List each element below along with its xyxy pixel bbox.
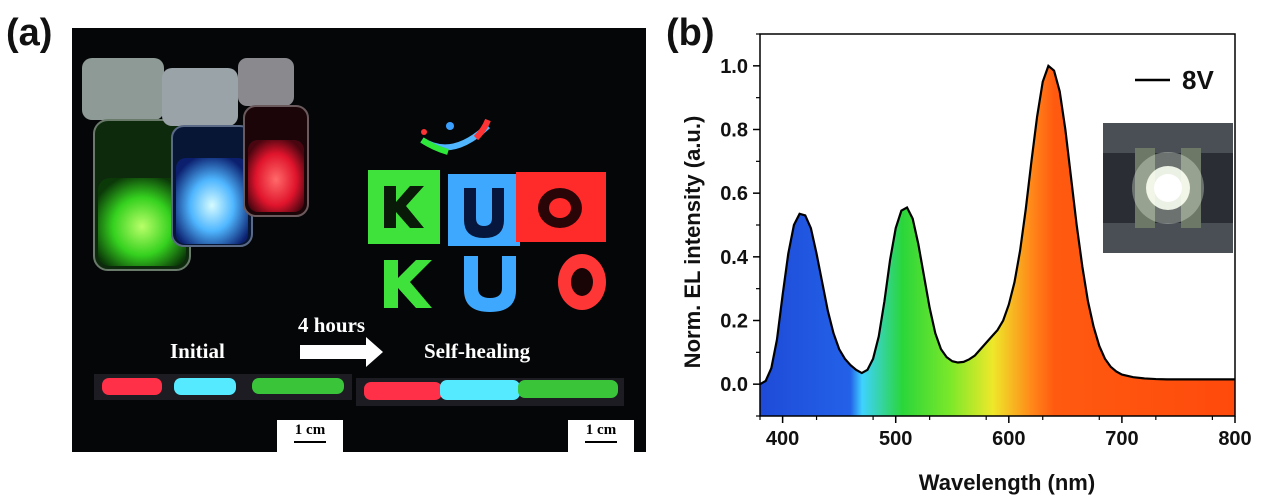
vial-red (238, 58, 309, 217)
spectrum-line (759, 63, 1235, 386)
y-axis-title: Norm. EL intensity (a.u.) (680, 116, 705, 369)
x-tick-label: 500 (879, 428, 912, 450)
panel-label-a: (a) (6, 12, 53, 54)
vial-blue (162, 68, 253, 247)
legend-label: 8V (1182, 65, 1214, 95)
x-tick-label: 800 (1218, 428, 1251, 450)
photo-illustration (82, 58, 624, 406)
arrow-icon (300, 337, 383, 367)
axes: 400 500 600 700 800 0.0 0.2 0.4 0.6 0.8 1.0 (720, 33, 1252, 450)
el-spectrum-chart: 400 500 600 700 800 0.0 0.2 0.4 0.6 0.8 1.0 8V Wav… (680, 33, 1252, 495)
kuo-stencils (368, 170, 606, 312)
label-initial: Initial (170, 339, 225, 363)
smiley-decoration (420, 118, 491, 155)
strips-initial (94, 374, 352, 400)
scale-bar-label: 1 cm (585, 422, 617, 438)
legend: 8V (1135, 65, 1214, 95)
label-self-healing: Self-healing (424, 339, 531, 363)
x-tick-label: 700 (1105, 428, 1138, 450)
scale-bar-self-healed: 1 cm (568, 420, 634, 452)
label-4-hours: 4 hours (298, 313, 366, 337)
vial-green (82, 58, 191, 271)
inset-photo (1103, 123, 1233, 253)
y-tick-label: 0.6 (720, 183, 748, 205)
x-tick-label: 400 (766, 428, 799, 450)
y-tick-label: 0.8 (720, 120, 748, 142)
x-tick-label: 600 (992, 428, 1025, 450)
y-tick-label: 0.0 (720, 374, 748, 396)
plot-area (759, 63, 1235, 417)
x-axis-title: Wavelength (nm) (919, 470, 1095, 495)
y-tick-label: 1.0 (720, 56, 748, 78)
panel-label-b: (b) (666, 12, 715, 54)
spectrum-fill (760, 65, 1235, 417)
scale-bar-initial: 1 cm (277, 420, 343, 452)
strip-self-healed (356, 378, 624, 406)
y-tick-label: 0.4 (720, 247, 749, 269)
scale-bar-label: 1 cm (294, 422, 326, 438)
photo-panel: Initial 4 hours Self-healing 1 cm 1 cm (72, 28, 646, 452)
y-tick-label: 0.2 (720, 311, 748, 333)
